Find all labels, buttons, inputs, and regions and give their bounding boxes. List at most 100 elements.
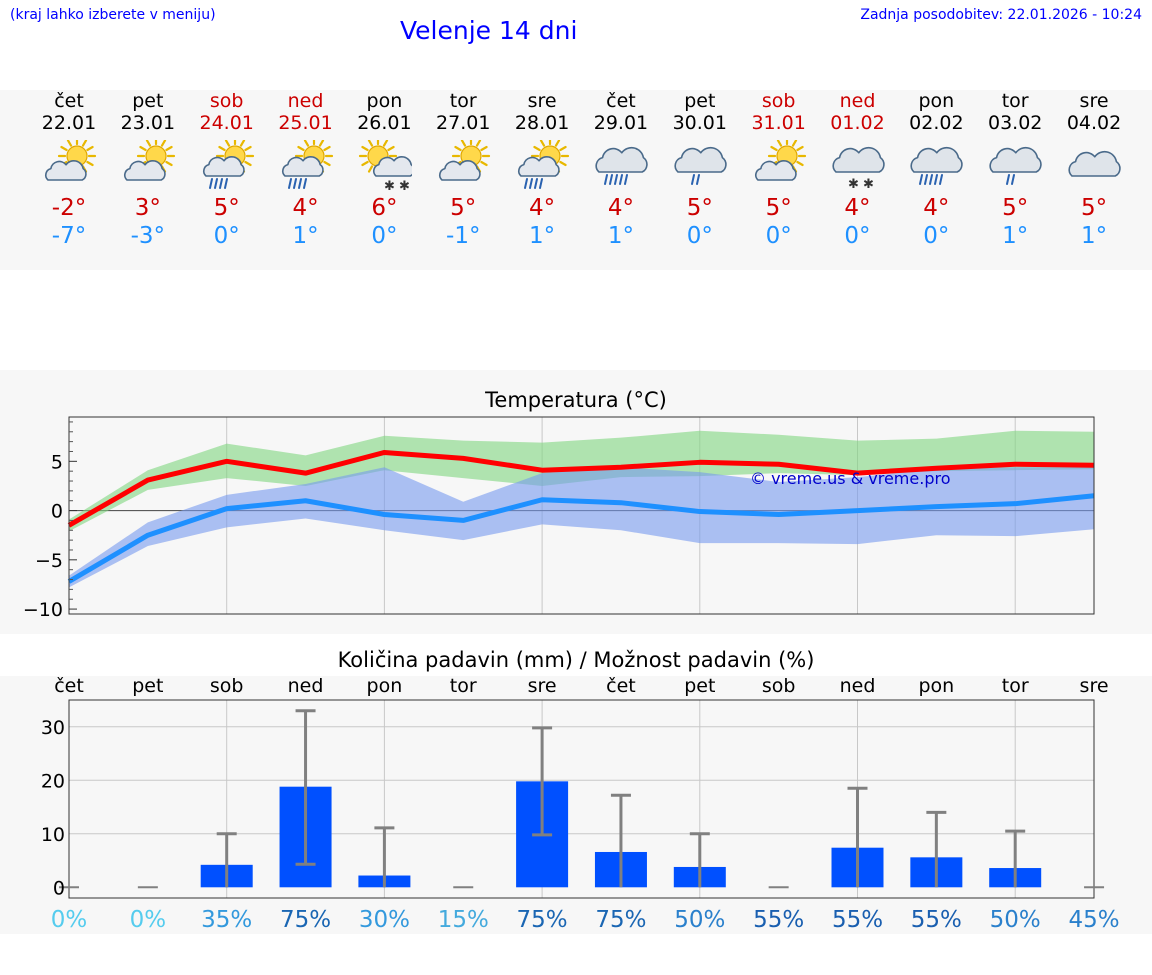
category-label: sob bbox=[762, 675, 796, 697]
day-date: 22.01 bbox=[41, 112, 97, 134]
precip-chart-title: Količina padavin (mm) / Možnost padavin … bbox=[337, 648, 815, 672]
max-temp: 4° bbox=[923, 195, 950, 221]
precipitation-chart: čet pet sob ned pon tor sre čet pet sob ned pon tor s… bbox=[41, 675, 1120, 933]
category-label: sre bbox=[1080, 675, 1109, 697]
precip-probability: 55% bbox=[753, 907, 804, 933]
precip-probability: 30% bbox=[359, 907, 410, 933]
y-tick-label: 30 bbox=[41, 717, 65, 739]
sun-cloud-rain-icon bbox=[518, 140, 570, 189]
forecast-day: čet 22.01 -2° -7° bbox=[29, 90, 109, 250]
min-temp: 0° bbox=[686, 223, 713, 249]
max-temp: 4° bbox=[607, 195, 634, 221]
min-temp: 1° bbox=[1080, 223, 1108, 249]
cloud-rain-icon bbox=[674, 146, 727, 185]
forecast-day: sob 31.01 5° 0° bbox=[739, 90, 819, 250]
watermark: © vreme.us & vreme.pro bbox=[750, 469, 951, 488]
day-date: 28.01 bbox=[514, 112, 570, 134]
max-temp: 5° bbox=[765, 195, 792, 221]
category-label: tor bbox=[450, 675, 477, 697]
y-tick-label: −5 bbox=[35, 550, 63, 572]
cloud-icon bbox=[1068, 150, 1121, 177]
day-date: 01.02 bbox=[830, 112, 885, 134]
category-label: tor bbox=[1002, 675, 1029, 697]
day-name: čet bbox=[54, 90, 84, 112]
forecast-day: čet 29.01 4° 1° bbox=[581, 90, 661, 250]
precip-probability: 55% bbox=[832, 907, 883, 933]
min-temp: -7° bbox=[51, 223, 87, 249]
max-temp: 4° bbox=[529, 195, 556, 221]
plot-frame bbox=[68, 416, 1095, 615]
max-temp: 6° bbox=[371, 195, 398, 221]
day-date: 29.01 bbox=[593, 112, 649, 134]
min-temp: 0° bbox=[371, 223, 398, 249]
cloud-snow-icon: ✱ ✱ bbox=[831, 146, 885, 190]
day-date: 30.01 bbox=[672, 112, 727, 134]
precip-probability: 45% bbox=[1068, 907, 1119, 933]
precip-probability: 50% bbox=[990, 907, 1041, 933]
day-name: tor bbox=[1001, 90, 1029, 112]
y-tick-label: 0 bbox=[53, 877, 65, 899]
min-temp: 1° bbox=[292, 223, 319, 249]
min-temp: 1° bbox=[1002, 223, 1029, 249]
min-temp: 0° bbox=[844, 223, 871, 249]
precip-probability: 75% bbox=[280, 907, 331, 933]
y-tick-label: 10 bbox=[41, 824, 65, 846]
sun-cloud-icon bbox=[754, 140, 806, 181]
svg-text:✱ ✱: ✱ ✱ bbox=[848, 177, 874, 190]
day-name: ned bbox=[287, 90, 324, 112]
region-hint[interactable]: (kraj lahko izberete v meniju) bbox=[10, 7, 216, 23]
forecast-day: ned 25.01 4° 1° bbox=[266, 90, 346, 250]
max-temp: 4° bbox=[292, 195, 319, 221]
category-label: čet bbox=[606, 675, 636, 697]
max-temp-line bbox=[67, 449, 1095, 528]
category-label: pon bbox=[918, 675, 954, 697]
day-name: tor bbox=[449, 90, 477, 112]
precip-probability: 55% bbox=[911, 907, 962, 933]
day-name: sre bbox=[527, 90, 557, 112]
forecast-day: tor 27.01 5° -1° bbox=[423, 90, 503, 250]
min-temp: -3° bbox=[130, 223, 166, 249]
cloud-heavy-rain-icon bbox=[595, 146, 648, 185]
forecast-day: pet 23.01 3° -3° bbox=[108, 90, 188, 250]
precip-probability: 75% bbox=[595, 907, 646, 933]
min-temp: 0° bbox=[765, 223, 792, 249]
day-date: 23.01 bbox=[120, 112, 176, 134]
max-temp: -2° bbox=[51, 195, 87, 221]
max-temp: 5° bbox=[686, 195, 713, 221]
day-name: sob bbox=[761, 90, 796, 112]
day-name: pon bbox=[918, 90, 955, 112]
day-name: pet bbox=[684, 90, 716, 112]
category-label: ned bbox=[288, 675, 324, 697]
day-date: 04.02 bbox=[1066, 112, 1122, 134]
cloud-rain-icon bbox=[989, 146, 1042, 185]
max-temp: 3° bbox=[134, 195, 161, 221]
y-tick-label: −10 bbox=[23, 599, 63, 621]
forecast-day: sre 28.01 4° 1° bbox=[502, 90, 582, 250]
forecast-day: sre 04.02 5° 1° bbox=[1054, 90, 1134, 250]
category-label: čet bbox=[54, 675, 84, 697]
min-temp: 0° bbox=[213, 223, 240, 249]
svg-text:✱ ✱: ✱ ✱ bbox=[384, 179, 410, 190]
category-label: pon bbox=[367, 675, 403, 697]
day-date: 27.01 bbox=[436, 112, 491, 134]
sun-cloud-icon bbox=[45, 140, 97, 181]
max-temp: 5° bbox=[1002, 195, 1029, 221]
forecast-band bbox=[0, 90, 1152, 270]
temp-chart-title: Temperatura (°C) bbox=[485, 388, 667, 412]
day-name: sre bbox=[1079, 90, 1109, 112]
precip-probability: 0% bbox=[51, 907, 88, 933]
precip-probability: 50% bbox=[674, 907, 725, 933]
max-temp: 5° bbox=[450, 195, 477, 221]
max-temp: 5° bbox=[1080, 195, 1108, 221]
precip-probability: 35% bbox=[201, 907, 252, 933]
day-date: 25.01 bbox=[278, 112, 333, 134]
forecast-day: ned 01.02 ✱ ✱ 4° 0° bbox=[818, 90, 898, 250]
y-tick-label: 20 bbox=[41, 770, 65, 792]
precip-probability: 0% bbox=[130, 907, 167, 933]
page-title: Velenje 14 dni bbox=[400, 16, 578, 45]
day-date: 31.01 bbox=[751, 112, 806, 134]
min-temp: 0° bbox=[923, 223, 950, 249]
sun-cloud-snow-icon: ✱ ✱ bbox=[359, 140, 413, 190]
category-label: pet bbox=[132, 675, 163, 697]
last-updated: Zadnja posodobitev: 22.01.2026 - 10:24 bbox=[860, 7, 1142, 23]
